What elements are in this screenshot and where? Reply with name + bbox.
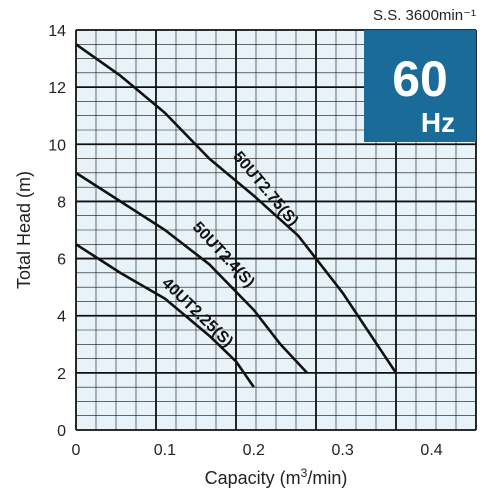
y-tick-label: 4 (57, 309, 66, 326)
x-tick-label: 0 (72, 442, 81, 459)
frequency-badge: 60 Hz (364, 30, 476, 142)
speed-label: S.S. 3600min⁻¹ (373, 7, 476, 24)
x-axis-title: Capacity (m3/min) (205, 466, 348, 488)
y-tick-label: 0 (57, 423, 66, 440)
y-tick-labels: 0 2 4 6 8 10 12 14 (48, 23, 66, 440)
x-tick-label: 0.1 (154, 442, 176, 459)
y-tick-label: 12 (48, 80, 66, 97)
curve-3 (75, 243, 255, 388)
x-tick-label: 0.2 (243, 442, 265, 459)
x-tick-labels: 0 0.1 0.2 0.3 0.4 (72, 442, 443, 459)
performance-curves (75, 43, 398, 388)
y-axis-title: Total Head (m) (14, 171, 34, 289)
y-tick-label: 14 (48, 23, 66, 40)
curve-2 (75, 171, 309, 374)
y-tick-label: 2 (57, 366, 66, 383)
y-tick-label: 6 (57, 252, 66, 269)
y-tick-label: 10 (48, 137, 66, 154)
badge-number: 60 (392, 51, 448, 107)
x-tick-label: 0.3 (332, 442, 354, 459)
curve-1 (75, 43, 398, 374)
x-tick-label: 0.4 (420, 442, 442, 459)
y-tick-label: 8 (57, 194, 66, 211)
badge-background (364, 30, 476, 142)
badge-unit: Hz (421, 107, 455, 138)
